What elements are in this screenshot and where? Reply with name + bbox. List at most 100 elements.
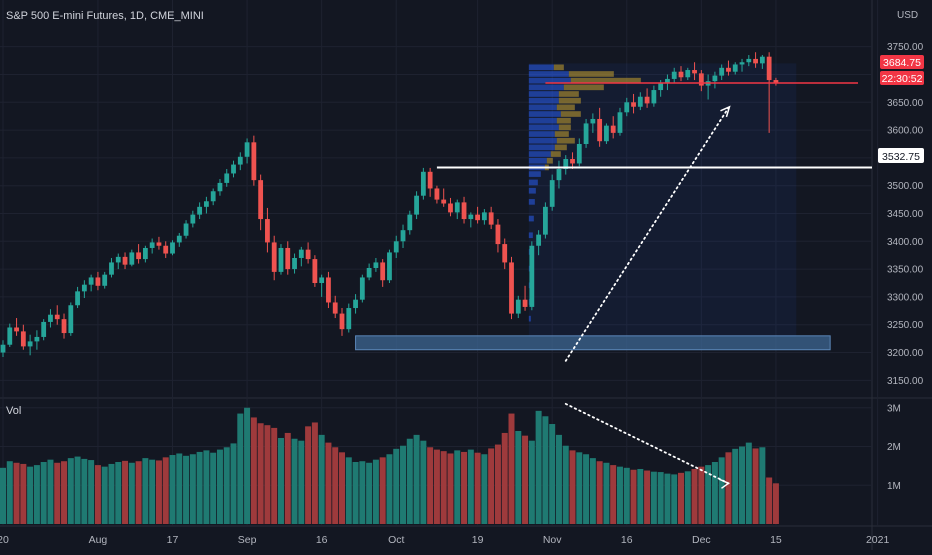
time-axis[interactable]: 20 Aug 17 Sep 16 Oct 19 Nov 16 Dec 15 2021 <box>0 534 889 546</box>
candle <box>624 97 630 117</box>
candle <box>651 85 657 107</box>
candle-body <box>624 102 630 113</box>
candle-body <box>604 125 609 142</box>
profile-row-blue <box>528 77 571 84</box>
candle <box>746 55 752 67</box>
volume-bar <box>94 465 101 524</box>
candle <box>759 55 765 69</box>
profile-row-blue <box>528 215 534 222</box>
volume-bar <box>122 460 129 524</box>
profile-row-blue <box>528 157 547 164</box>
overlay-over <box>436 82 872 489</box>
candle <box>61 313 67 339</box>
volume-bar <box>630 469 637 524</box>
volume-bar <box>420 440 427 524</box>
candle <box>441 188 447 207</box>
volume-decline-arrow-head <box>719 478 730 489</box>
candle-body <box>81 284 87 292</box>
profile-row-blue <box>528 232 533 239</box>
volume-bar <box>47 459 54 524</box>
candle <box>502 238 508 270</box>
candle <box>353 294 358 314</box>
price-tick-label: 3500.00 <box>887 181 924 192</box>
candle <box>509 256 514 320</box>
candle <box>495 219 501 253</box>
candle <box>271 235 277 281</box>
profile-row-gold <box>560 111 581 117</box>
candle <box>332 295 338 319</box>
volume-bar <box>311 422 318 524</box>
time-tick-label: Sep <box>238 534 257 546</box>
last-price-value: 3684.75 <box>883 57 921 69</box>
candle <box>753 52 758 68</box>
time-tick-label: Dec <box>692 534 711 546</box>
volume-bar <box>433 449 440 524</box>
volume-bar <box>366 462 373 524</box>
candle-body <box>319 277 325 284</box>
volume-bar <box>427 447 434 524</box>
volume-bar <box>6 461 13 524</box>
profile-row-gold <box>570 77 641 84</box>
volume-bar <box>725 452 732 524</box>
candle <box>529 241 535 311</box>
candle <box>14 318 19 336</box>
candle <box>481 209 487 225</box>
volume-bar <box>61 461 68 524</box>
candle <box>732 62 738 75</box>
volume-bar <box>698 466 705 524</box>
candle <box>576 138 582 167</box>
candle <box>719 64 725 81</box>
profile-row-blue <box>528 71 569 77</box>
candle <box>136 244 141 264</box>
candles <box>0 52 779 357</box>
volume-bar <box>386 454 393 524</box>
candle-body <box>292 257 297 270</box>
candle-body <box>387 252 392 281</box>
candle <box>610 116 616 139</box>
candle <box>95 271 101 291</box>
volume-bar <box>40 462 47 524</box>
profile-row-blue <box>528 111 561 117</box>
candle <box>604 123 609 144</box>
symbol-title[interactable]: S&P 500 E-mini Futures, 1D, CME_MINI <box>6 10 204 22</box>
profile-row-blue <box>528 199 535 205</box>
volume-tick-label: 1M <box>887 481 901 492</box>
price-tick-label: 3200.00 <box>887 348 924 359</box>
volume-bar <box>691 468 698 524</box>
candle-body <box>353 299 358 309</box>
price-tick-label: 3350.00 <box>887 265 924 276</box>
candle <box>556 160 562 189</box>
candle-body <box>122 256 128 265</box>
volume-axis[interactable]: 3M 2M 1M <box>887 403 901 492</box>
countdown-value: 22:30:52 <box>882 73 923 85</box>
volume-bar <box>244 407 251 524</box>
projection-arrow-up[interactable] <box>564 106 730 362</box>
candle <box>766 52 772 133</box>
volume-bar <box>583 454 590 524</box>
profile-row-gold <box>553 64 564 71</box>
candle <box>48 309 53 328</box>
candle-body <box>231 164 236 174</box>
candle-body <box>197 206 203 215</box>
profile-row-blue <box>528 124 559 131</box>
time-tick-label: 19 <box>472 534 484 546</box>
profile-row-gold <box>568 71 614 77</box>
support-zone[interactable] <box>355 335 831 351</box>
profile-row-gold <box>558 97 581 104</box>
profile-row-gold <box>546 157 553 164</box>
volume-bar <box>237 413 244 524</box>
volume-bar <box>718 457 725 524</box>
profile-row-blue <box>528 179 538 186</box>
volume-bar <box>203 450 210 524</box>
candle <box>251 135 257 186</box>
volume-decline-arrow[interactable] <box>564 402 730 485</box>
volume-bar <box>589 458 596 524</box>
candle-body <box>142 247 148 260</box>
volume-bar <box>562 445 569 524</box>
profile-row-gold <box>556 137 575 144</box>
candle <box>285 241 291 275</box>
volume-bar <box>413 434 420 524</box>
time-tick-label: 17 <box>167 534 179 546</box>
